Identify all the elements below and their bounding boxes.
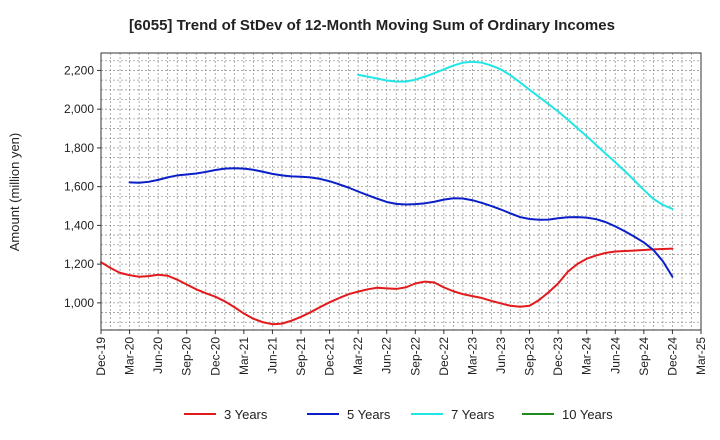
legend-label-3-years: 3 Years	[224, 407, 268, 422]
legend-label-5-years: 5 Years	[347, 407, 391, 422]
x-tick-label: Mar-20	[123, 337, 137, 375]
series-lines	[100, 60, 674, 326]
legend-label-7-years: 7 Years	[451, 407, 495, 422]
x-tick-label: Mar-25	[694, 337, 708, 375]
x-tick-label: Sep-24	[637, 337, 651, 376]
series-line-3-years	[100, 247, 674, 326]
x-tick-label: Mar-21	[237, 337, 251, 375]
chart-title: [6055] Trend of StDev of 12-Month Moving…	[129, 17, 615, 34]
x-tick-label: Jun-24	[608, 337, 622, 374]
grid-lines	[101, 53, 701, 330]
x-tick-label: Jun-23	[494, 337, 508, 374]
y-tick-label: 2,200	[64, 63, 94, 77]
y-tick-label: 1,800	[64, 141, 94, 155]
y-tick-label: 1,200	[64, 257, 94, 271]
x-tick-label: Mar-23	[465, 337, 479, 375]
x-tick-label: Jun-20	[151, 337, 165, 374]
x-tick-label: Mar-24	[580, 337, 594, 375]
series-line-7-years	[357, 60, 674, 210]
series-line-5-years	[128, 167, 674, 278]
plot-frame	[100, 52, 702, 331]
x-tick-label: Mar-22	[351, 337, 365, 375]
y-tick-label: 1,400	[64, 218, 94, 232]
x-tick-label: Sep-20	[180, 337, 194, 376]
y-axis-title: Amount (million yen)	[7, 133, 22, 252]
x-tick-label: Dec-19	[94, 337, 108, 376]
x-tick-label: Jun-22	[380, 337, 394, 374]
x-axis-ticks: Dec-19 Mar-20 Jun-20 Sep-20 Dec-20 Mar-21 Jun-…	[94, 330, 708, 376]
x-tick-label: Dec-24	[665, 337, 679, 376]
y-tick-label: 1,000	[64, 296, 94, 310]
x-tick-label: Dec-22	[437, 337, 451, 376]
x-tick-label: Dec-20	[208, 337, 222, 376]
x-tick-label: Sep-22	[408, 337, 422, 376]
legend-label-10-years: 10 Years	[562, 407, 613, 422]
x-tick-label: Dec-21	[323, 337, 337, 376]
y-tick-label: 1,600	[64, 180, 94, 194]
y-axis-ticks: 1,000 1,200 1,400 1,600 1,800 2,000 2,200	[64, 63, 101, 310]
x-tick-label: Sep-23	[523, 337, 537, 376]
x-tick-label: Jun-21	[265, 337, 279, 374]
legend: 3 Years 5 Years 7 Years 10 Years	[184, 407, 613, 422]
x-tick-label: Dec-23	[551, 337, 565, 376]
x-tick-label: Sep-21	[294, 337, 308, 376]
y-tick-label: 2,000	[64, 102, 94, 116]
